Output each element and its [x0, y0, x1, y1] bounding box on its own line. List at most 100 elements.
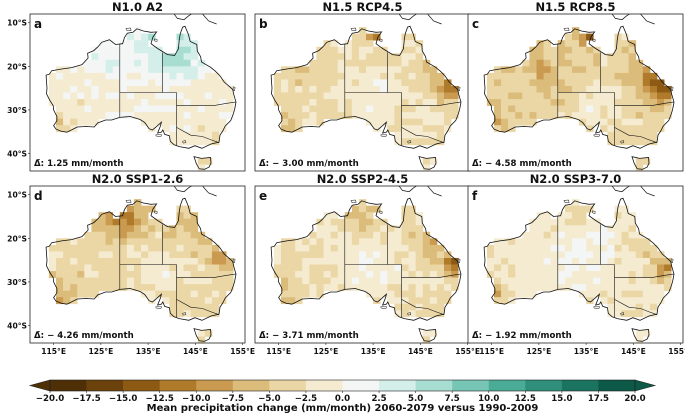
grid-cell	[323, 85, 331, 93]
grid-cell	[77, 112, 85, 120]
grid-cell	[351, 72, 360, 80]
grid-cell	[176, 277, 184, 285]
grid-cell	[351, 277, 360, 285]
grid-cell	[358, 53, 367, 61]
grid-cell	[422, 99, 431, 106]
grid-cell	[571, 225, 580, 233]
grid-cell	[197, 271, 206, 278]
groote-eylandt	[153, 38, 158, 42]
grid-cell	[380, 257, 388, 265]
grid-cell	[98, 99, 106, 106]
grid-cell	[141, 231, 149, 239]
grid-cell	[358, 66, 367, 74]
grid-cell	[280, 257, 289, 265]
grid-cell	[571, 231, 580, 239]
colorbar-tick-label: 20.0	[624, 394, 645, 404]
grid-cell	[302, 85, 310, 93]
grid-cell	[579, 277, 587, 285]
grid-cell	[614, 244, 622, 252]
grid-cell	[408, 277, 417, 285]
grid-cell	[642, 271, 651, 278]
grid-cell	[373, 284, 381, 292]
grid-cell	[280, 251, 289, 259]
lon-label: 135°E	[574, 347, 599, 356]
grid-cell	[91, 257, 99, 265]
grid-cell	[380, 277, 388, 285]
grid-cell	[197, 59, 206, 67]
grid-cell	[162, 290, 170, 298]
tasmania-coastline	[631, 328, 650, 342]
grid-cell	[394, 112, 402, 120]
grid-cell	[628, 53, 637, 61]
grid-cell	[621, 138, 630, 146]
grid-cell	[493, 238, 502, 246]
grid-cell	[422, 72, 431, 80]
grid-cell	[63, 238, 71, 246]
grid-cell	[126, 251, 135, 259]
grid-cell	[600, 92, 608, 100]
grid-cell	[176, 310, 184, 318]
grid-cell	[621, 79, 630, 87]
grid-cell	[366, 40, 374, 48]
grid-cell	[380, 251, 388, 259]
grid-cell	[649, 244, 658, 252]
grid-cell	[408, 59, 417, 67]
grid-cell	[593, 251, 601, 259]
grid-cell	[642, 157, 651, 165]
grid-cell	[162, 99, 170, 106]
grid-cell	[197, 238, 206, 246]
grid-cell	[422, 284, 431, 292]
grid-cell	[387, 79, 395, 87]
grid-cell	[323, 40, 331, 48]
grid-cell	[176, 112, 184, 120]
grid-cell	[380, 238, 388, 246]
grid-cell	[162, 284, 170, 292]
grid-cell	[91, 66, 99, 74]
grid-cell	[564, 251, 573, 259]
grid-cell	[280, 118, 289, 126]
grid-cell	[394, 138, 402, 146]
grid-cell	[330, 225, 339, 233]
grid-cell	[493, 290, 502, 298]
grid-cell	[190, 297, 199, 305]
grid-cell	[444, 257, 452, 265]
grid-cell	[344, 212, 353, 220]
grid-cell	[169, 66, 177, 74]
lon-label: 125°E	[526, 347, 551, 356]
grid-cell	[330, 277, 339, 285]
grid-cell	[522, 251, 530, 259]
grid-cell	[55, 79, 64, 87]
lon-label: 135°E	[361, 347, 386, 356]
grid-cell	[429, 79, 438, 87]
grid-cell	[337, 79, 346, 87]
grid-cell	[401, 231, 409, 239]
grid-cell	[664, 85, 672, 93]
grid-cell	[415, 72, 424, 80]
grid-cell	[557, 277, 566, 285]
grid-cell	[337, 72, 346, 80]
grid-cell	[394, 225, 402, 233]
grid-cell	[642, 303, 651, 311]
grid-cell	[112, 244, 121, 252]
precipitation-grid-a	[48, 27, 234, 171]
grid-cell	[190, 53, 199, 61]
grid-cell	[316, 66, 324, 74]
grid-cell	[77, 290, 85, 298]
grid-cell	[600, 251, 608, 259]
grid-cell	[211, 297, 220, 305]
grid-cell	[358, 225, 367, 233]
grid-cell	[351, 105, 360, 113]
grid-cell	[70, 264, 78, 272]
grid-cell	[557, 105, 566, 113]
grid-cell	[628, 257, 637, 265]
grid-cell	[657, 297, 665, 305]
grid-cell	[337, 277, 346, 285]
coastline	[270, 197, 462, 321]
new-guinea-coastline	[173, 186, 192, 193]
grid-cell	[323, 244, 331, 252]
grid-cell	[564, 225, 573, 233]
grid-cell	[204, 125, 213, 133]
grid-cell	[204, 290, 213, 298]
grid-cell	[226, 105, 234, 113]
grid-cell	[91, 53, 99, 61]
